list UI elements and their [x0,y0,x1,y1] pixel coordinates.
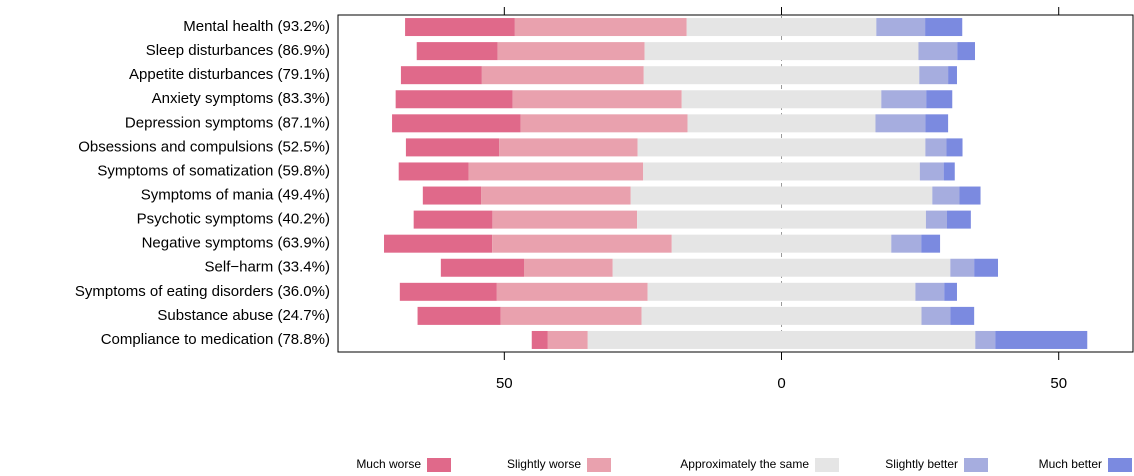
bar-segment [413,210,493,229]
y-tick-label: Mental health (93.2%) [183,18,330,35]
bar-segment [950,306,975,325]
bar-segment [948,66,957,85]
bar-segment [400,66,482,85]
bar-segment [875,114,926,133]
bar-segment [686,18,877,37]
bar-segment [500,306,642,325]
bar-segment [416,42,498,61]
y-tick-label: Compliance to medication (78.8%) [101,331,330,348]
bar-segment [520,114,688,133]
bar-segment [405,18,515,37]
y-tick-label: Symptoms of eating disorders (36.0%) [75,283,330,300]
bar-segment [395,90,513,109]
bar-segment [384,234,493,253]
legend-label: Slightly worse [507,457,581,471]
bar-segment [925,138,947,157]
bar-segment [417,306,501,325]
legend-label: Much better [1039,457,1102,471]
bar-segment [932,186,960,205]
bar-segment [499,138,638,157]
x-tick-label: 50 [496,375,513,392]
bar-segment [392,114,521,133]
y-tick-label: Symptoms of somatization (59.8%) [97,162,330,179]
bar-segment [641,306,922,325]
bar-segment [925,210,948,229]
bar-segment [921,306,951,325]
bar-segment [995,330,1088,349]
bar-segment [630,186,933,205]
bar-segment [643,162,920,181]
y-tick-label: Substance abuse (24.7%) [157,307,330,324]
legend-swatch [427,458,451,472]
bar-segment [531,330,548,349]
legend-label: Approximately the same [680,457,809,471]
legend-label: Slightly better [885,457,958,471]
bar-segment [959,186,981,205]
y-tick-label: Sleep disturbances (86.9%) [146,42,330,59]
bar-segment [481,186,631,205]
legend-swatch [815,458,839,472]
bar-segment [514,18,687,37]
bar-segment [398,162,469,181]
bar-segment [915,282,945,301]
bar-segment [644,42,919,61]
bar-segment [919,66,949,85]
bar-segment [587,330,976,349]
legend-swatch [587,458,611,472]
bar-segment [687,114,876,133]
bar-segment [950,258,975,277]
bar-segment [637,138,926,157]
bar-segment [926,90,953,109]
bar-segment [921,234,941,253]
bar-segment [947,210,971,229]
bar-segment [497,42,645,61]
x-tick-label: 50 [1050,375,1067,392]
y-tick-label: Obsessions and compulsions (52.5%) [78,138,330,155]
x-tick-label: 0 [777,375,785,392]
bar-segment [399,282,497,301]
bar-segment [422,186,482,205]
bar-segment [925,114,949,133]
bar-segment [975,330,996,349]
bar-segment [974,258,999,277]
y-tick-label: Psychotic symptoms (40.2%) [137,211,330,228]
bar-segment [881,90,927,109]
bar-segment [944,282,957,301]
bar-segment [492,210,638,229]
bar-segment [612,258,951,277]
bar-segment [681,90,882,109]
y-tick-label: Anxiety symptoms (83.3%) [152,90,330,107]
bar-segment [957,42,975,61]
bar-segment [440,258,524,277]
bar-segment [492,234,672,253]
bar-segment [512,90,682,109]
legend-swatch [1108,458,1132,472]
bar-segment [943,162,955,181]
bar-segment [891,234,922,253]
bar-segment [481,66,644,85]
bar-segment [523,258,613,277]
bar-segment [946,138,963,157]
bar-segment [671,234,892,253]
legend-swatch [964,458,988,472]
y-tick-label: Depression symptoms (87.1%) [125,114,330,131]
plot-frame [337,14,1134,353]
bar-segment [496,282,648,301]
bar-segment [637,210,926,229]
bar-segment [547,330,588,349]
bar-segment [925,18,963,37]
y-tick-label: Symptoms of mania (49.4%) [141,187,330,204]
bar-segment [876,18,926,37]
bar-segment [919,162,944,181]
y-tick-label: Self−harm (33.4%) [205,259,330,276]
bar-segment [643,66,920,85]
y-tick-label: Appetite disturbances (79.1%) [129,66,330,83]
bar-segment [647,282,916,301]
bar-segment [468,162,644,181]
legend-label: Much worse [356,457,421,471]
bar-segment [405,138,500,157]
bar-segment [918,42,958,61]
y-tick-label: Negative symptoms (63.9%) [142,235,330,252]
